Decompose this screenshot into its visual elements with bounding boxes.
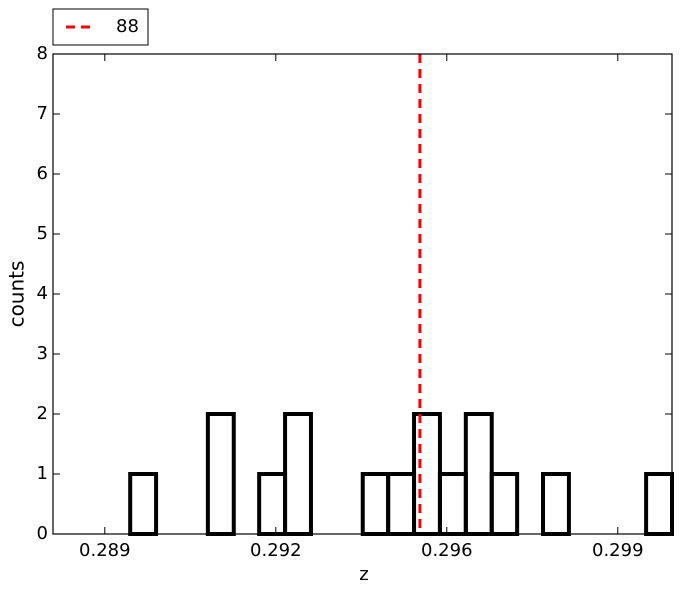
x-tick-label: 0.299 <box>592 540 644 561</box>
histogram-bar <box>489 472 520 536</box>
histogram-bar <box>283 412 313 536</box>
y-tick-label: 6 <box>37 163 48 184</box>
x-tick-label: 0.292 <box>250 540 302 561</box>
y-tick-label: 7 <box>37 103 48 124</box>
histogram-bar <box>205 412 236 536</box>
y-tick-label: 0 <box>37 523 48 544</box>
x-axis-label: z <box>359 564 368 585</box>
plot-frame <box>52 53 673 535</box>
histogram-bar <box>644 472 675 536</box>
histogram-bar <box>437 472 468 536</box>
histogram-bar <box>360 472 391 536</box>
y-tick-label: 5 <box>37 223 48 244</box>
y-tick-label: 2 <box>37 403 48 424</box>
y-tick-label: 8 <box>37 43 48 64</box>
histogram-bar <box>128 472 159 536</box>
x-tick-label: 0.296 <box>421 540 473 561</box>
histogram-bar <box>463 412 494 536</box>
histogram-bar <box>541 472 571 536</box>
histogram-bar <box>412 412 442 536</box>
histogram-bar <box>257 472 288 536</box>
histogram-bar <box>386 472 417 536</box>
y-tick-label: 4 <box>37 283 48 304</box>
legend-label: 88 <box>116 16 139 37</box>
y-tick-label: 1 <box>37 463 48 484</box>
x-tick-label: 0.289 <box>79 540 131 561</box>
y-axis-label: counts <box>5 261 29 328</box>
y-tick-label: 3 <box>37 343 48 364</box>
